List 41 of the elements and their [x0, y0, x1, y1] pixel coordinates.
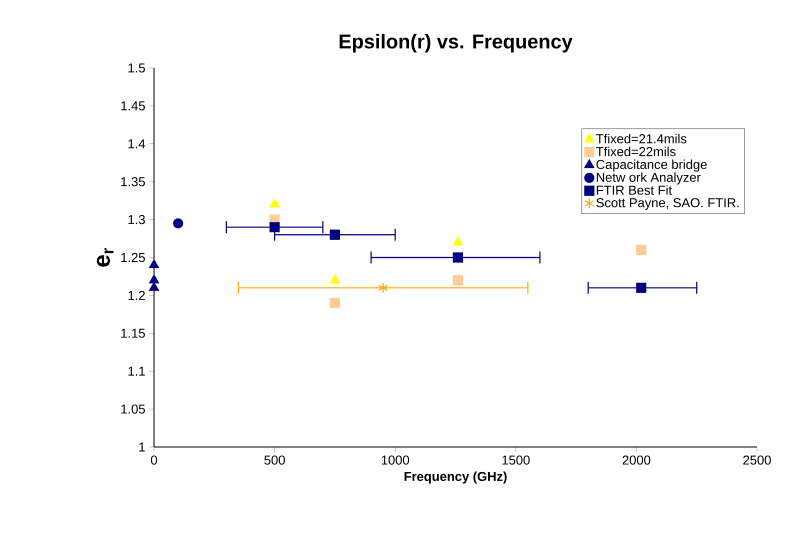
y-tick-label: 1.2 [128, 290, 145, 300]
point [452, 275, 464, 286]
point [330, 274, 340, 284]
y-tick-label: 1.1 [128, 366, 145, 376]
chart-title: Epsilon(r) vs. Frequency [340, 34, 573, 52]
y-tick-label: 1.35 [121, 177, 145, 186]
legend-label: Tfixed=22mils [596, 146, 676, 156]
x-tick-label: 2500 [743, 456, 771, 465]
point [149, 259, 159, 268]
x-tick-label: 1000 [382, 456, 410, 465]
point [330, 298, 340, 308]
x-tick-label: 0 [150, 456, 158, 465]
point [173, 218, 184, 228]
y-tick-label: 1 [139, 442, 145, 452]
y-tick-label: 1.4 [128, 139, 146, 148]
point [636, 244, 646, 256]
point [378, 282, 388, 294]
legend-label: Netw ork Analyzer [596, 172, 701, 184]
y-tick-label: 1.15 [121, 328, 145, 338]
y-tick-label: 1.45 [121, 101, 145, 110]
point [149, 274, 159, 284]
x-tick-label: 500 [264, 456, 285, 465]
y-tick-label: 1.05 [121, 404, 145, 414]
y-tick-label: 1.25 [121, 252, 145, 262]
point [452, 236, 463, 246]
point [270, 222, 280, 232]
y-tick-label: 1.3 [128, 215, 145, 224]
legend-label: Scott Payne, SAO. FTIR. [596, 198, 739, 210]
x-axis-title: Frequency (GHz) [404, 472, 507, 484]
x-tick-label: 1500 [502, 456, 530, 465]
point [636, 282, 646, 293]
point [270, 198, 280, 208]
legend-label: FTIR Best Fit [596, 185, 672, 195]
point [330, 230, 340, 240]
y-axis-title: e$_{r}$ [96, 248, 114, 267]
legend-label: Tfixed=21.4mils [596, 134, 686, 144]
legend-label: Capacitance bridge [596, 160, 707, 172]
y-tick-label: 1.5 [128, 63, 145, 73]
x-tick-label: 2000 [622, 456, 650, 465]
point [149, 282, 159, 291]
point [452, 252, 464, 263]
